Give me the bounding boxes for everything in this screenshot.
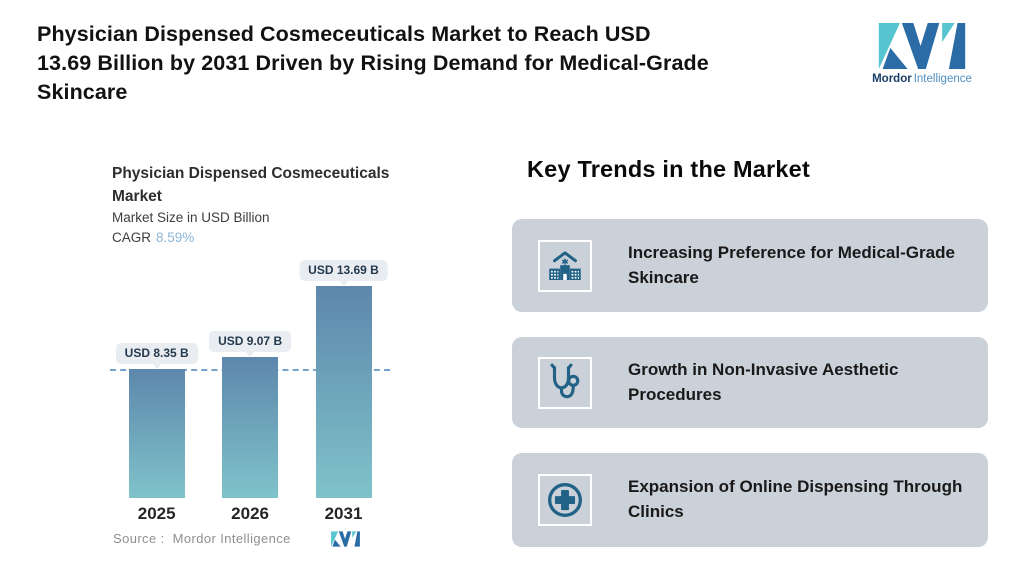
chart-source: Source : Mordor Intelligence	[113, 531, 291, 546]
brand-logo: Mordor Intelligence	[872, 22, 972, 85]
axis-label-2025: 2025	[137, 504, 176, 523]
page-title: Physician Dispensed Cosmeceuticals Marke…	[37, 20, 852, 107]
hospital-icon	[538, 239, 592, 292]
value-label-2026: USD 9.07 B	[209, 331, 292, 352]
chart-brand-mark	[331, 531, 360, 547]
brand-name-secondary: Intelligence	[913, 73, 972, 85]
axis-label-2031: 2031	[324, 504, 363, 523]
trend-text: Increasing Preference for Medical-Grade …	[628, 242, 955, 287]
value-label-2025: USD 8.35 B	[115, 343, 198, 364]
page-title-line: 13.69 Billion by 2031 Driven by Rising D…	[37, 51, 709, 76]
bar-2031	[315, 286, 372, 498]
trend-text: Expansion of Online Dispensing Through C…	[628, 477, 963, 521]
page-title-line: Skincare	[37, 80, 128, 105]
brand-wordmark: Mordor Intelligence	[872, 73, 972, 85]
chart-subtitle: Market Size in USD Billion	[112, 210, 270, 225]
bar-2025	[128, 369, 185, 498]
mordor-intelligence-mini-logo-icon	[331, 531, 360, 547]
trend-card-aesthetic-procedures: Growth in Non-Invasive Aesthetic Procedu…	[512, 337, 988, 428]
chart-cagr: CAGR 8.59%	[112, 230, 194, 245]
stethoscope-icon	[538, 356, 592, 409]
trend-text: Growth in Non-Invasive Aesthetic Procedu…	[628, 359, 899, 404]
trends-heading: Key Trends in the Market	[527, 156, 810, 182]
cagr-value: 8.59%	[156, 230, 195, 245]
page-title-line: Physician Dispensed Cosmeceuticals Marke…	[37, 22, 651, 46]
cagr-label: CAGR	[112, 230, 152, 245]
bar-plot: USD 8.35 B 2025 USD 9.07 B 2026 USD 13.69 B 2…	[110, 260, 390, 523]
trend-card-online-dispensing: Expansion of Online Dispensing Through C…	[512, 453, 988, 547]
medical-plus-icon	[538, 474, 592, 526]
brand-name-primary: Mordor	[872, 73, 912, 85]
bar-2026	[222, 357, 279, 498]
axis-label-2026: 2026	[231, 504, 269, 523]
trend-card-medical-grade-skincare: Increasing Preference for Medical-Grade …	[512, 219, 988, 312]
value-label-2031: USD 13.69 B	[299, 260, 388, 281]
mordor-intelligence-logo-icon	[878, 22, 966, 70]
chart-title: Physician Dispensed Cosmeceuticals Marke…	[112, 165, 390, 206]
